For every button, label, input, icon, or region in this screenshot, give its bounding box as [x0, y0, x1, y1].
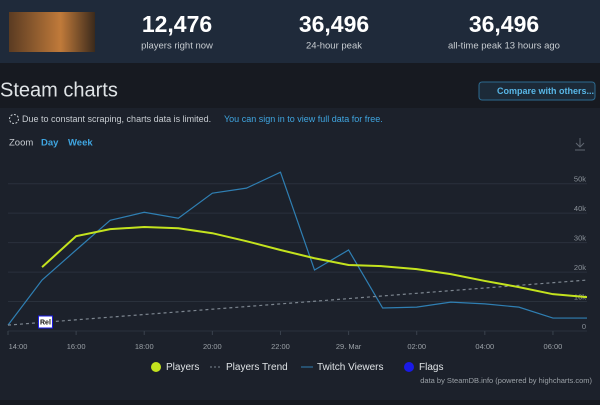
y-tick-label: 50k	[574, 175, 586, 184]
x-tick-label: 02:00	[407, 342, 426, 351]
x-tick-label: 06:00	[544, 342, 563, 351]
x-tick-label: 14:00	[9, 342, 28, 351]
series-line	[7, 171, 587, 326]
notice-icon	[9, 114, 19, 124]
y-tick-label: 30k	[574, 234, 586, 243]
legend-label: Flags	[419, 362, 443, 373]
zoom-label: Zoom	[9, 138, 33, 149]
series-line	[41, 226, 588, 299]
x-tick-label: 20:00	[203, 342, 222, 351]
y-tick-label: 0	[582, 322, 586, 331]
series-line	[7, 279, 588, 326]
compare-button[interactable]	[478, 81, 596, 101]
x-tick-label: 16:00	[67, 342, 86, 351]
sign-in-link[interactable]: You can sign in to view full data for fr…	[224, 114, 383, 124]
section-title: Steam charts	[0, 79, 118, 101]
compare-label[interactable]: Compare with others...	[497, 86, 594, 96]
x-tick-label: 18:00	[135, 342, 154, 351]
credit: data by SteamDB.info (powered by highcha…	[420, 376, 592, 385]
stat-value: 36,496	[469, 11, 539, 37]
legend-symbol	[151, 362, 161, 372]
stat-label: all-time peak 13 hours ago	[448, 41, 560, 52]
x-tick-label: 04:00	[475, 342, 494, 351]
x-tick-label: 22:00	[271, 342, 290, 351]
legend-symbol	[404, 362, 414, 372]
legend-label: Players	[166, 362, 199, 373]
game-thumbnail	[9, 12, 95, 52]
stat-label: 24-hour peak	[306, 41, 362, 52]
x-tick-label: 29. Mar	[336, 342, 362, 351]
zoom-option[interactable]: Week	[68, 138, 93, 149]
stat-value: 36,496	[299, 11, 369, 37]
stat-value: 12,476	[142, 11, 212, 37]
download-icon[interactable]	[575, 138, 585, 151]
y-tick-label: 20k	[574, 263, 586, 272]
notice-text: Due to constant scraping, charts data is…	[22, 114, 211, 124]
header-stats: 12,476 players right now 36,496 24-hour pea…	[141, 11, 560, 51]
legend-label: Twitch Viewers	[317, 362, 384, 373]
y-tick-label: 40k	[574, 204, 586, 213]
legend-label: Players Trend	[226, 362, 288, 373]
flag	[37, 315, 53, 329]
flag-label: Rel	[40, 319, 51, 326]
header-bar	[0, 0, 600, 63]
stat-label: players right now	[141, 41, 213, 52]
zoom-option[interactable]: Day	[41, 138, 59, 149]
